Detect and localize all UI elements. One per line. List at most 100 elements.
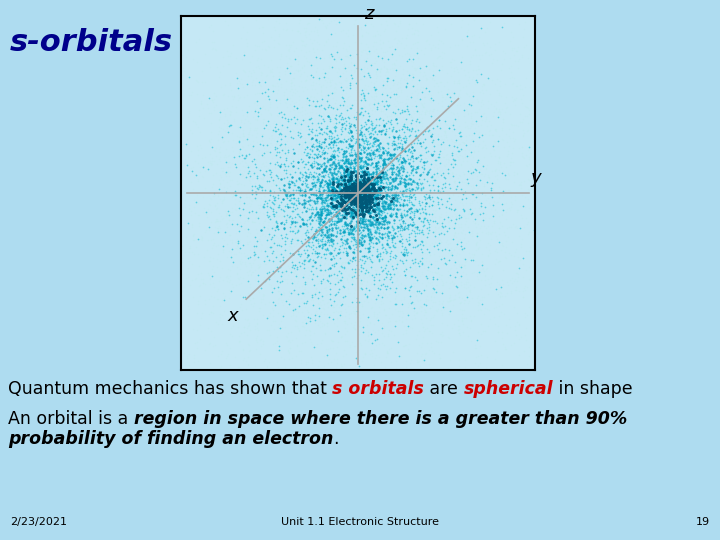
Point — [400, 225, 411, 234]
Point — [299, 234, 310, 243]
Point — [266, 280, 277, 289]
Point — [431, 105, 443, 114]
Point — [256, 162, 267, 171]
Point — [315, 215, 326, 224]
Point — [341, 337, 352, 346]
Point — [444, 156, 455, 164]
Point — [396, 145, 408, 154]
Point — [325, 177, 336, 185]
Point — [420, 238, 431, 247]
Point — [397, 154, 408, 163]
Point — [365, 188, 377, 197]
Point — [374, 65, 386, 73]
Point — [339, 259, 351, 267]
Point — [253, 262, 265, 271]
Point — [323, 208, 334, 217]
Point — [281, 125, 292, 134]
Point — [339, 317, 351, 326]
Point — [377, 248, 389, 257]
Point — [419, 325, 431, 333]
Point — [393, 154, 405, 163]
Point — [192, 145, 204, 154]
Point — [486, 166, 498, 175]
Point — [73, 222, 85, 231]
Point — [352, 312, 364, 321]
Point — [361, 292, 373, 301]
Point — [383, 268, 395, 277]
Point — [484, 90, 495, 99]
Point — [298, 322, 310, 331]
Point — [381, 201, 392, 210]
Point — [336, 235, 347, 244]
Point — [361, 185, 373, 194]
Point — [237, 136, 248, 144]
Point — [625, 256, 636, 265]
Point — [374, 167, 386, 176]
Point — [374, 152, 386, 161]
Point — [474, 170, 486, 178]
Point — [408, 282, 420, 291]
Point — [327, 245, 338, 254]
Point — [320, 233, 332, 241]
Point — [338, 221, 350, 230]
Point — [345, 128, 356, 137]
Point — [338, 182, 350, 191]
Point — [248, 255, 259, 264]
Point — [408, 201, 419, 210]
Point — [304, 138, 315, 147]
Point — [363, 257, 374, 266]
Point — [451, 65, 462, 73]
Point — [342, 183, 354, 191]
Point — [196, 154, 207, 163]
Point — [316, 232, 328, 241]
Point — [415, 343, 426, 352]
Point — [371, 199, 382, 207]
Point — [374, 170, 385, 179]
Point — [371, 136, 382, 145]
Point — [323, 183, 334, 192]
Point — [338, 60, 350, 69]
Point — [191, 199, 202, 208]
Point — [297, 37, 308, 45]
Point — [377, 319, 388, 327]
Point — [391, 195, 402, 204]
Point — [395, 279, 407, 287]
Point — [428, 292, 440, 301]
Point — [353, 190, 364, 198]
Point — [379, 57, 390, 66]
Point — [374, 172, 386, 181]
Point — [382, 77, 393, 85]
Point — [411, 90, 423, 99]
Point — [343, 199, 355, 208]
Point — [328, 253, 340, 262]
Point — [299, 174, 310, 183]
Point — [296, 172, 307, 181]
Point — [380, 261, 392, 269]
Point — [380, 218, 392, 226]
Point — [536, 33, 548, 42]
Point — [377, 243, 389, 252]
Point — [245, 195, 256, 204]
Point — [314, 139, 325, 148]
Point — [407, 82, 418, 90]
Point — [431, 157, 442, 165]
Point — [394, 186, 405, 195]
Point — [448, 186, 459, 194]
Point — [352, 251, 364, 260]
Point — [324, 154, 336, 163]
Point — [431, 165, 443, 173]
Point — [341, 136, 352, 145]
Point — [248, 98, 260, 107]
Point — [159, 282, 171, 291]
Point — [362, 184, 374, 193]
Point — [374, 150, 385, 158]
Point — [281, 191, 292, 199]
Point — [430, 269, 441, 278]
Point — [298, 220, 310, 228]
Point — [350, 235, 361, 244]
Point — [379, 264, 391, 272]
Point — [405, 299, 417, 307]
Point — [343, 178, 355, 187]
Point — [218, 296, 230, 305]
Point — [356, 149, 367, 158]
